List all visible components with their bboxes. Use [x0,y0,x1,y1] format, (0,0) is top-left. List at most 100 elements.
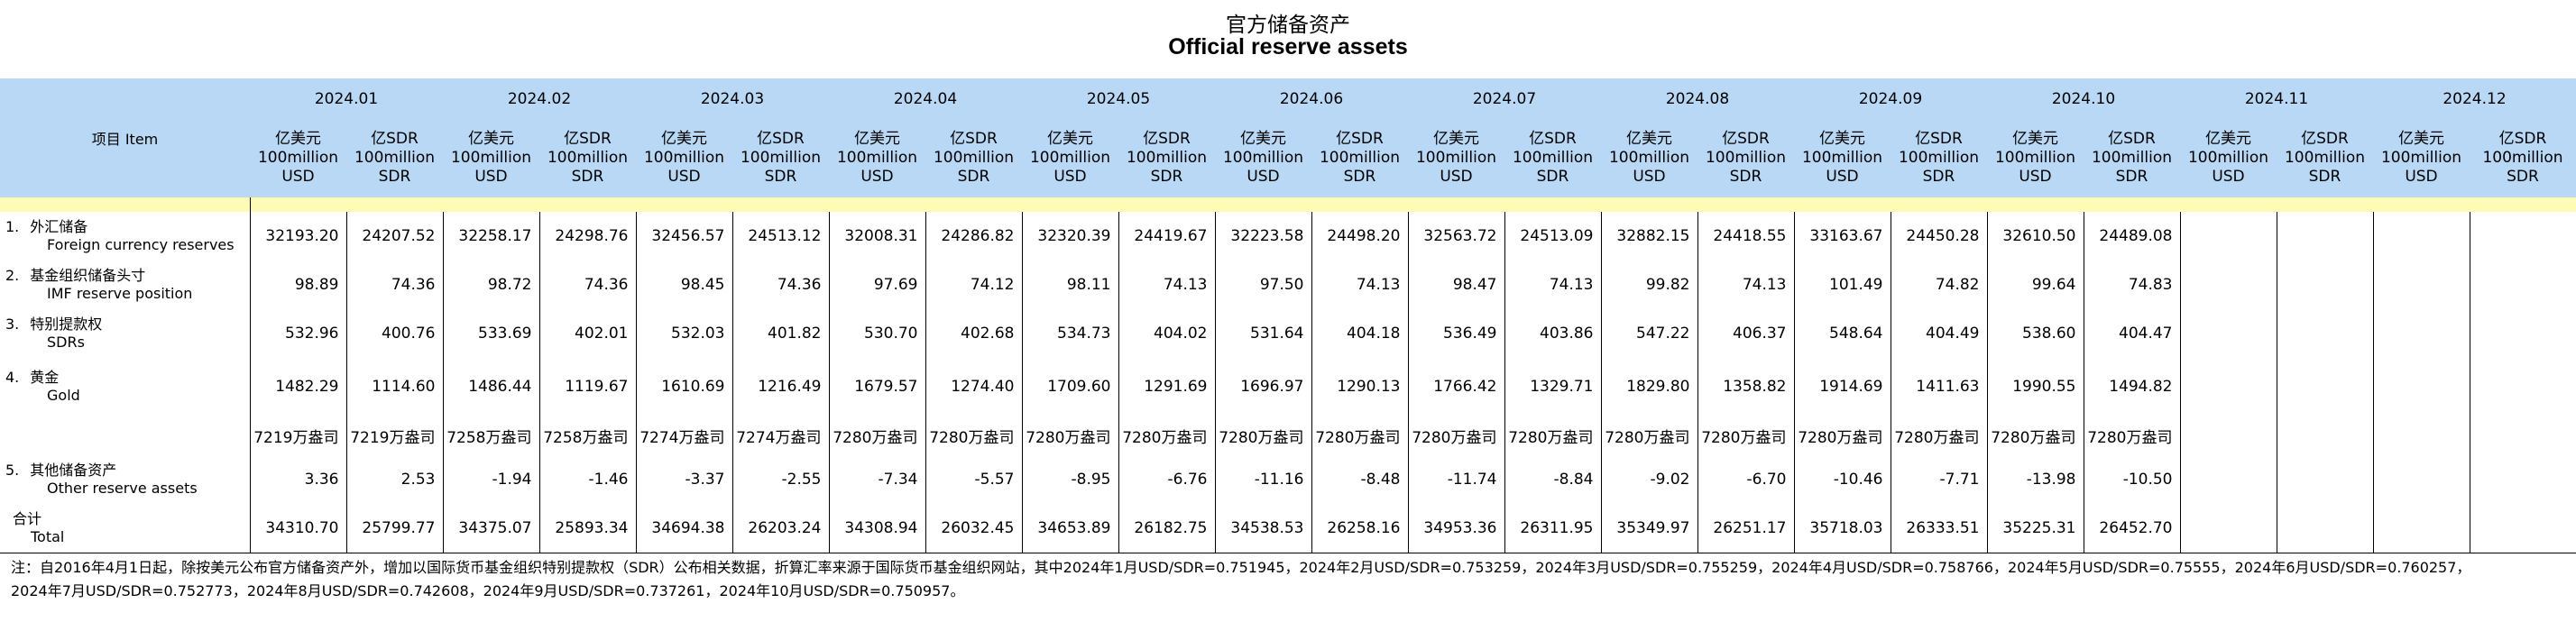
value-cell: 74.13 [1118,261,1216,309]
unit-label: 亿美元 [1240,130,1286,148]
value-cell: 34310.70 [250,504,347,553]
unit-header-row: 亿美元 100million USD 亿SDR 100million SDR 亿美元 100m… [0,119,2576,197]
value-cell: 98.45 [636,261,733,309]
unit-label: USD [474,168,508,186]
unit-header-usd: 亿美元 100million USD [829,119,925,197]
unit-label: 100million [1512,149,1594,167]
unit-header-usd: 亿美元 100million USD [1022,119,1118,197]
yellow-cell [346,197,443,212]
unit-header-usd: 亿美元 100million USD [250,119,346,197]
yellow-cell [2373,197,2470,212]
yellow-cell [2470,197,2576,212]
row-item-label: 4. 黄金 Gold [0,358,251,416]
value-cell: 1290.13 [1311,358,1409,416]
value-cell [2180,261,2277,309]
month-header: 2024.03 [636,78,829,119]
item-header: 项目 Item [0,78,250,197]
row-label-en: Foreign currency reserves [47,236,235,253]
value-cell: -1.46 [539,455,637,504]
unit-label: 100million [2284,149,2366,167]
row-number: 2. [5,267,20,284]
unit-label: 亿美元 [2205,130,2251,148]
value-cell: 32563.72 [1408,212,1505,261]
value-cell: 26251.17 [1697,504,1795,553]
unit-label: 亿SDR [371,130,419,148]
value-cell: 406.37 [1697,309,1795,358]
value-cell: 34694.38 [636,504,733,553]
row-label-cn: 基金组织储备头寸 [30,267,146,284]
value-cell: 24498.20 [1311,212,1409,261]
month-header: 2024.07 [1408,78,1601,119]
yellow-cell [2180,197,2277,212]
value-cell: 74.82 [1891,261,1988,309]
value-cell: 402.01 [539,309,637,358]
value-cell: 74.36 [732,261,830,309]
yellow-cell [829,197,925,212]
yellow-cell [1215,197,1311,212]
unit-header-sdr: 亿SDR 100million SDR [2084,119,2180,197]
yellow-separator-row [0,197,2576,212]
value-cell: 26203.24 [732,504,830,553]
yellow-cell [1408,197,1504,212]
unit-label: 亿SDR [2301,130,2349,148]
unit-label: 亿美元 [661,130,707,148]
unit-label: 100million [1029,149,1111,167]
value-cell [2277,358,2374,416]
value-cell: 7219万盎司 [346,416,444,455]
unit-label: 亿SDR [950,130,998,148]
unit-header-sdr: 亿SDR 100million SDR [539,119,636,197]
row-label-en: Gold [47,387,80,404]
value-cell: 32882.15 [1601,212,1698,261]
value-cell: 531.64 [1215,309,1312,358]
unit-header-usd: 亿美元 100million USD [1408,119,1504,197]
row-number: 4. [5,369,20,386]
month-header: 2024.05 [1022,78,1215,119]
value-cell [2470,212,2576,261]
page-title-en: Official reserve assets [1168,34,1408,59]
value-cell: 34653.89 [1022,504,1119,553]
unit-header-sdr: 亿SDR 100million SDR [1311,119,1408,197]
unit-label: 亿SDR [564,130,612,148]
value-cell [2277,416,2374,455]
unit-header-sdr: 亿SDR 100million SDR [2470,119,2576,197]
table-row: 7219万盎司 7219万盎司 7258万盎司 7258万盎司 7274万盎司 7274万… [0,416,2576,455]
value-cell: 98.11 [1022,261,1119,309]
unit-label: 亿美元 [1047,130,1093,148]
unit-label: 100million [836,149,918,167]
value-cell: 1411.63 [1891,358,1988,416]
unit-label: 100million [547,149,629,167]
value-cell: -10.50 [2084,455,2181,504]
unit-label: 100million [1126,149,1208,167]
row-label-en: Total [31,528,65,545]
row-number: 3. [5,316,20,333]
value-cell [2180,309,2277,358]
unit-label: SDR [2308,168,2341,186]
yellow-cell [732,197,829,212]
value-cell: 24513.09 [1504,212,1602,261]
unit-label: SDR [764,168,797,186]
unit-label: USD [2019,168,2052,186]
value-cell: 98.47 [1408,261,1505,309]
value-cell [2470,416,2576,455]
unit-label: 100million [1222,149,1304,167]
unit-header-usd: 亿美元 100million USD [1794,119,1891,197]
value-cell: 1610.69 [636,358,733,416]
unit-label: 100million [643,149,725,167]
unit-label: 100million [2187,149,2269,167]
value-cell: 7280万盎司 [925,416,1023,455]
value-cell: 534.73 [1022,309,1119,358]
month-header: 2024.04 [829,78,1022,119]
value-cell: 97.69 [829,261,926,309]
value-cell: 7258万盎司 [443,416,540,455]
row-number: 1. [5,218,20,235]
yellow-cell [443,197,539,212]
unit-label: 亿SDR [2108,130,2156,148]
value-cell: 7280万盎司 [1891,416,1988,455]
unit-label: 100million [2482,149,2563,167]
row-item-label: 合计 Total [0,504,251,553]
unit-header-sdr: 亿SDR 100million SDR [1504,119,1601,197]
unit-label: 100million [1801,149,1883,167]
row-label-cn: 黄金 [30,369,60,386]
month-header: 2024.02 [443,78,636,119]
unit-label: USD [1633,168,1666,186]
